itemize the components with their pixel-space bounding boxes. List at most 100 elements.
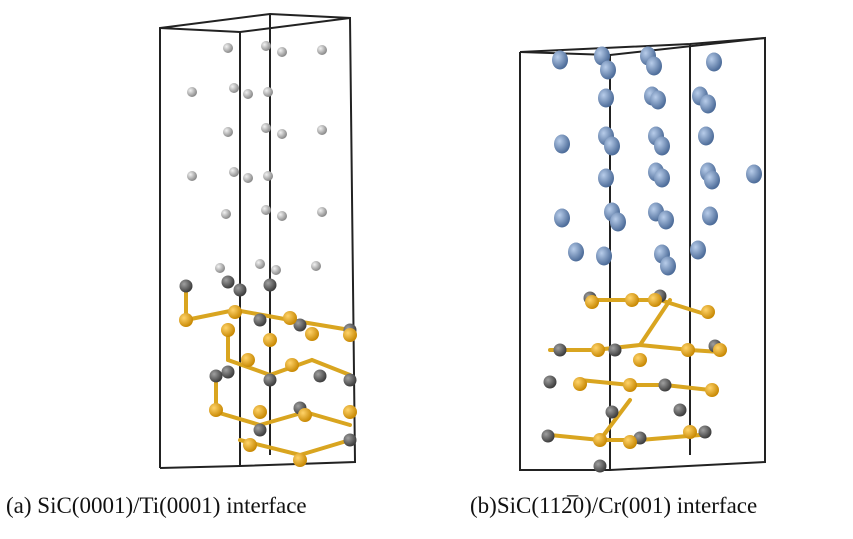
si-atom <box>221 323 235 337</box>
si-atom <box>625 293 639 307</box>
c-atom <box>554 344 567 357</box>
si-atom <box>298 408 312 422</box>
cr-atom <box>610 213 626 232</box>
c-atom <box>606 406 619 419</box>
cell-b <box>520 38 765 470</box>
cell-edge <box>520 38 765 470</box>
c-atom <box>699 426 712 439</box>
ti-atom <box>311 261 321 271</box>
c-atom <box>210 370 223 383</box>
cr-atom <box>654 137 670 156</box>
cr-atom <box>554 209 570 228</box>
cr-atom <box>654 169 670 188</box>
cr-atom <box>596 247 612 266</box>
si-atom <box>585 295 599 309</box>
cr-atom <box>604 137 620 156</box>
ti-atom <box>229 83 239 93</box>
si-atom <box>633 353 647 367</box>
ti-atom <box>277 129 287 139</box>
si-atom <box>305 327 319 341</box>
cr-atom <box>700 95 716 114</box>
si-atom <box>285 358 299 372</box>
c-atom <box>594 460 607 473</box>
si-atom <box>648 293 662 307</box>
si-atom <box>293 453 307 467</box>
bond <box>300 440 350 455</box>
cr-atom <box>650 91 666 110</box>
cr-atom <box>554 135 570 154</box>
cell-edge <box>160 14 355 468</box>
si-atom <box>283 311 297 325</box>
ti-atom <box>261 123 271 133</box>
cr-atom <box>746 165 762 184</box>
si-atom <box>241 353 255 367</box>
si-atom <box>681 343 695 357</box>
ti-atom <box>277 47 287 57</box>
cr-atom <box>698 127 714 146</box>
c-atom <box>609 344 622 357</box>
bond <box>580 380 630 385</box>
ti-atom <box>317 125 327 135</box>
c-atom <box>314 370 327 383</box>
si-atom <box>683 425 697 439</box>
c-atom <box>659 379 672 392</box>
bond <box>600 400 630 440</box>
si-atom <box>243 438 257 452</box>
ti-atom <box>221 209 231 219</box>
si-atom <box>253 405 267 419</box>
cr-atom <box>690 241 706 260</box>
atoms <box>179 41 762 473</box>
cr-atom <box>600 61 616 80</box>
cr-atom <box>568 243 584 262</box>
c-atom <box>674 404 687 417</box>
c-atom <box>234 284 247 297</box>
bond <box>665 385 710 390</box>
cr-atom <box>646 57 662 76</box>
ti-atom <box>255 259 265 269</box>
ti-atom <box>229 167 239 177</box>
si-atom <box>263 333 277 347</box>
ti-atom <box>277 211 287 221</box>
si-atom <box>623 378 637 392</box>
si-atom <box>343 405 357 419</box>
si-atom <box>573 377 587 391</box>
ti-atom <box>317 45 327 55</box>
si-atom <box>593 433 607 447</box>
ti-atom <box>261 205 271 215</box>
si-atom <box>705 383 719 397</box>
ti-atom <box>261 41 271 51</box>
ti-atom <box>317 207 327 217</box>
cr-atom <box>552 51 568 70</box>
si-atom <box>228 305 242 319</box>
c-atom <box>344 374 357 387</box>
cr-atom <box>658 211 674 230</box>
ti-atom <box>187 171 197 181</box>
ti-atom <box>263 171 273 181</box>
c-atom <box>544 376 557 389</box>
c-atom <box>222 276 235 289</box>
cr-atom <box>704 171 720 190</box>
bond <box>550 435 600 440</box>
c-atom <box>344 434 357 447</box>
figure: (a) SiC(0001)/Ti(0001) interface (b)SiC(… <box>0 0 853 539</box>
cr-atom <box>598 89 614 108</box>
ti-atom <box>271 265 281 275</box>
c-atom <box>264 279 277 292</box>
cr-atom <box>598 169 614 188</box>
c-atom <box>264 374 277 387</box>
si-atom <box>713 343 727 357</box>
caption: (a) SiC(0001)/Ti(0001) interface <box>6 493 307 518</box>
c-atom <box>254 314 267 327</box>
c-atom <box>542 430 555 443</box>
ti-atom <box>263 87 273 97</box>
cr-atom <box>660 257 676 276</box>
cell-a <box>160 14 355 468</box>
c-atom <box>180 280 193 293</box>
ti-atom <box>223 127 233 137</box>
si-atom <box>343 328 357 342</box>
si-atom <box>623 435 637 449</box>
ti-atom <box>243 173 253 183</box>
ti-atom <box>243 89 253 99</box>
c-atom <box>254 424 267 437</box>
si-atom <box>209 403 223 417</box>
